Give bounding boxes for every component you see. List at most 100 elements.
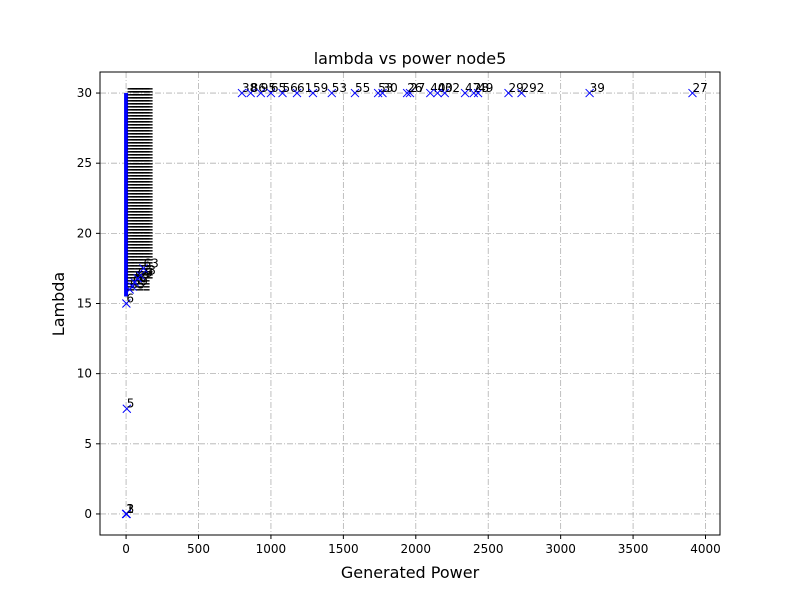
- y-tick-label: 5: [84, 437, 92, 451]
- data-point: 38: [237, 81, 257, 98]
- point-label: 61: [297, 81, 312, 95]
- point-label: 38: [242, 81, 257, 95]
- y-tick-label: 15: [77, 297, 92, 311]
- point-label: 59: [133, 275, 148, 289]
- x-marker-stroke: [292, 88, 302, 98]
- x-marker-stroke: [256, 88, 266, 98]
- x-tick-label: 3500: [618, 542, 649, 556]
- x-marker-stroke: [350, 88, 360, 98]
- x-tick-label: 500: [187, 542, 210, 556]
- point-label: 53: [378, 81, 393, 95]
- x-marker-stroke: [688, 88, 697, 98]
- x-marker-stroke: [237, 88, 247, 98]
- data-point: 49: [473, 81, 493, 98]
- data-point: 65: [266, 81, 286, 98]
- dense-marker-cluster: [124, 93, 129, 297]
- data-point: 292: [517, 81, 545, 98]
- x-marker-stroke: [308, 88, 318, 98]
- x-axis: 0 500 1000 1500 2000 2500 3000 3500 4000: [122, 535, 721, 556]
- x-marker-stroke: [425, 88, 435, 98]
- x-marker-stroke: [327, 88, 337, 98]
- y-tick-label: 0: [84, 507, 92, 521]
- x-marker-stroke: [440, 88, 450, 98]
- data-point: 61: [292, 81, 312, 98]
- data-point: 30: [378, 81, 398, 98]
- point-label: 292: [522, 81, 545, 95]
- data-point: 55: [350, 81, 370, 98]
- data-point: 3: [122, 502, 135, 519]
- data-point: 28: [469, 81, 489, 98]
- point-label: 56: [283, 81, 298, 95]
- point-label: 30: [382, 81, 397, 95]
- x-marker-stroke: [373, 88, 383, 98]
- x-marker-stroke: [405, 88, 415, 98]
- x-marker-stroke: [460, 88, 470, 98]
- point-label: 40: [430, 81, 445, 95]
- data-point: 53: [373, 81, 393, 98]
- point-label: 28: [474, 81, 489, 95]
- point-label: 27: [410, 81, 425, 95]
- point-label: 39: [590, 81, 605, 95]
- point-label: 2: [126, 502, 134, 516]
- x-marker-stroke: [128, 282, 137, 292]
- x-axis-label: Generated Power: [341, 563, 480, 582]
- y-axis-label: Lambda: [49, 272, 68, 336]
- chart-title: lambda vs power node5: [314, 49, 507, 68]
- data-point: 63: [139, 256, 159, 273]
- x-marker-stroke: [504, 88, 513, 98]
- data-point: 59: [308, 81, 328, 98]
- point-label: 63: [143, 256, 158, 270]
- x-marker-stroke: [122, 404, 132, 414]
- x-tick-label: 3000: [545, 542, 576, 556]
- data-point: 59: [128, 275, 148, 292]
- data-point: 27: [688, 81, 708, 98]
- x-marker-stroke: [246, 88, 256, 98]
- point-label: 59: [313, 81, 328, 95]
- data-point: 27: [405, 81, 425, 98]
- x-tick-label: 2500: [473, 542, 504, 556]
- x-tick-label: 1000: [256, 542, 287, 556]
- x-marker-stroke: [473, 88, 483, 98]
- x-marker-stroke: [433, 88, 442, 98]
- x-tick-label: 4000: [690, 542, 721, 556]
- x-tick-label: 0: [122, 542, 130, 556]
- x-marker-stroke: [378, 88, 387, 98]
- data-point: 53: [327, 81, 347, 98]
- data-point: 5: [122, 397, 135, 414]
- point-label: 6: [126, 292, 134, 306]
- data-point: 6: [122, 292, 134, 308]
- point-label: 53: [332, 81, 347, 95]
- point-label: 40: [438, 81, 453, 95]
- x-marker-stroke: [402, 88, 412, 98]
- x-marker-stroke: [122, 509, 132, 519]
- y-tick-label: 30: [77, 86, 92, 100]
- x-marker-stroke: [266, 88, 276, 98]
- point-label: 3: [127, 502, 135, 516]
- y-tick-label: 20: [77, 226, 92, 240]
- x-marker-stroke: [130, 278, 140, 287]
- x-marker-stroke: [585, 88, 594, 98]
- point-label: 55: [355, 81, 370, 95]
- data-point: 39: [585, 81, 605, 98]
- x-marker-stroke: [469, 88, 479, 98]
- y-tick-label: 25: [77, 156, 92, 170]
- point-label: 5: [127, 397, 135, 411]
- data-point: 40: [433, 81, 453, 98]
- x-marker-stroke: [517, 88, 526, 98]
- x-tick-label: 2000: [401, 542, 432, 556]
- x-tick-label: 1500: [328, 542, 359, 556]
- data-point: 40: [425, 81, 446, 98]
- y-tick-label: 10: [77, 367, 92, 381]
- point-label: 65: [271, 81, 286, 95]
- x-marker-stroke: [278, 88, 287, 98]
- x-marker-stroke: [136, 271, 145, 280]
- data-point: 56: [278, 81, 298, 98]
- point-label: 32: [445, 81, 460, 95]
- x-marker-stroke: [139, 264, 148, 273]
- data-point: 32: [440, 81, 460, 98]
- x-marker-stroke: [122, 299, 131, 308]
- point-label: 27: [692, 81, 707, 95]
